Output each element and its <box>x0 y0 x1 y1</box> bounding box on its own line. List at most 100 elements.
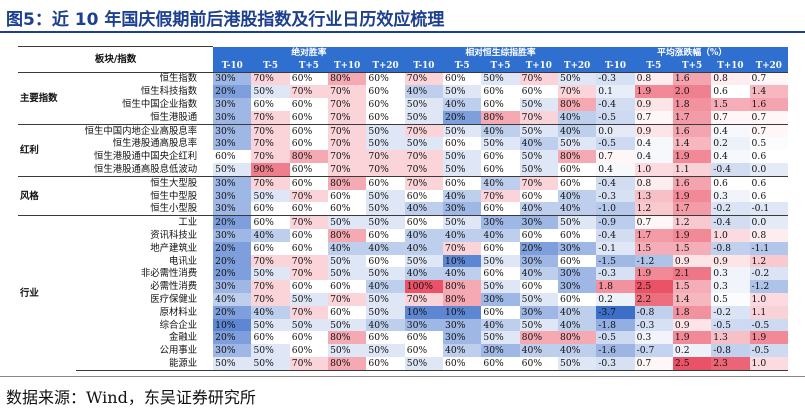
abs-win-rate-cell: 30% <box>213 175 252 190</box>
section-label: 行业 <box>18 215 77 371</box>
avg-change-cell: 0.1 <box>596 85 635 99</box>
avg-change-cell: 0.3 <box>634 331 673 345</box>
rel-win-rate-cell: 60% <box>404 189 444 203</box>
abs-win-rate-cell: 20% <box>213 331 252 345</box>
rel-win-rate-cell: 30% <box>557 267 597 281</box>
avg-change-cell: 1.9 <box>672 150 712 164</box>
index-name: 恒生港股通 <box>150 111 198 123</box>
abs-win-rate-cell: 40% <box>366 318 405 332</box>
abs-win-rate-cell: 80% <box>328 331 367 345</box>
rel-win-rate-cell: 40% <box>557 123 597 138</box>
avg-change-cell: 1.9 <box>672 229 712 242</box>
rel-win-rate-cell: 50% <box>519 98 558 111</box>
rel-win-rate-cell: 50% <box>404 137 444 151</box>
rel-win-rate-cell: 60% <box>519 280 558 294</box>
rel-win-rate-cell: 50% <box>519 293 558 306</box>
avg-change-cell: 0.0 <box>596 123 635 138</box>
abs-win-rate-cell: 70% <box>328 110 367 125</box>
abs-win-rate-cell: 20% <box>213 215 252 230</box>
rel-win-rate-cell: 30% <box>481 215 520 230</box>
table-row: 主要指数 恒生指数 30% 70% 60% 80% 60% 70% 60% 50% 70% 50% -0… <box>18 71 788 125</box>
abs-win-rate-cell: 30% <box>213 137 252 151</box>
avg-change-cell: 0.0 <box>749 215 788 230</box>
header-period: T+5 <box>289 60 329 72</box>
abs-win-rate-cell: 40% <box>251 229 290 242</box>
index-name: 金融业 <box>168 332 198 344</box>
abs-win-rate-cell: 70% <box>366 163 405 177</box>
avg-change-cell: 1.6 <box>672 175 712 190</box>
rel-win-rate-cell: 60% <box>519 85 558 99</box>
rel-win-rate-cell: 30% <box>557 280 597 294</box>
header-period: T-5 <box>634 60 673 72</box>
rel-win-rate-cell: 50% <box>481 137 520 151</box>
avg-change-cell: 1.4 <box>749 85 788 99</box>
avg-change-cell: -0.5 <box>749 344 788 358</box>
rel-win-rate-cell: 50% <box>443 215 482 230</box>
rel-win-rate-cell: 60% <box>519 357 558 371</box>
header-period: T+10 <box>519 60 558 72</box>
abs-win-rate-cell: 70% <box>289 85 329 99</box>
index-name: 恒生小型股 <box>150 203 198 215</box>
avg-change-cell: 0.2 <box>596 293 635 306</box>
avg-change-cell: -0.8 <box>634 305 673 319</box>
rel-win-rate-cell: 40% <box>557 189 597 203</box>
avg-change-cell: 2.3 <box>711 357 750 371</box>
abs-win-rate-cell: 60% <box>366 71 405 86</box>
avg-change-cell: 1.7 <box>672 202 712 216</box>
rel-win-rate-cell: 40% <box>404 241 444 255</box>
avg-change-cell: 0.7 <box>749 71 788 86</box>
abs-win-rate-cell: 30% <box>213 280 252 294</box>
abs-win-rate-cell: 30% <box>213 189 252 203</box>
rel-win-rate-cell: 40% <box>519 137 558 151</box>
rel-win-rate-cell: 80% <box>557 150 597 164</box>
header-period: T-10 <box>596 60 635 72</box>
avg-change-cell: 2.0 <box>672 85 712 99</box>
rel-win-rate-cell: 40% <box>481 123 520 138</box>
section-label: 风格 <box>18 175 77 216</box>
index-name: 恒生科技指数 <box>140 86 198 98</box>
rel-win-rate-cell: 50% <box>443 85 482 99</box>
avg-change-cell: -0.5 <box>596 331 635 345</box>
header-period: T+10 <box>328 60 367 72</box>
abs-win-rate-cell: 30% <box>213 123 252 138</box>
abs-win-rate-cell: 60% <box>328 280 367 294</box>
header-period: T-10 <box>213 60 252 72</box>
avg-change-cell: -0.8 <box>711 241 750 255</box>
abs-win-rate-cell: 70% <box>328 163 367 177</box>
abs-win-rate-cell: 60% <box>251 202 290 216</box>
abs-win-rate-cell: 60% <box>328 189 367 203</box>
avg-change-cell: 1.0 <box>634 163 673 177</box>
rel-win-rate-cell: 80% <box>557 331 597 345</box>
index-name: 恒生中国内地企业高股息率 <box>76 123 214 138</box>
abs-win-rate-cell: 70% <box>366 150 405 164</box>
rel-win-rate-cell: 40% <box>481 318 520 332</box>
table-row: 恒生港股通高股息低波动 50% 90% 60% 70% 70% 70% 50% 60% 50% 60… <box>18 163 788 177</box>
abs-win-rate-cell: 60% <box>366 110 405 125</box>
avg-change-cell: 0.5 <box>749 137 788 151</box>
avg-change-cell: 1.4 <box>672 293 712 306</box>
avg-change-cell: -1.2 <box>749 280 788 294</box>
rel-win-rate-cell: 40% <box>519 202 558 216</box>
table-row: 恒生港股通高股息率 30% 70% 60% 70% 50% 50% 60% 50% 40% 50% -… <box>18 137 788 151</box>
abs-win-rate-cell: 50% <box>366 202 405 216</box>
rel-win-rate-cell: 60% <box>443 357 482 371</box>
rel-win-rate-cell: 30% <box>519 215 558 230</box>
abs-win-rate-cell: 70% <box>251 137 290 151</box>
avg-change-cell: 1.5 <box>672 241 712 255</box>
abs-win-rate-cell: 70% <box>289 254 329 268</box>
abs-win-rate-cell: 60% <box>289 280 329 294</box>
abs-win-rate-cell: 60% <box>366 254 405 268</box>
rel-win-rate-cell: 80% <box>443 280 482 294</box>
rel-win-rate-cell: 10% <box>404 305 444 319</box>
abs-win-rate-cell: 30% <box>213 229 252 242</box>
calendar-effect-table: 板块/指数 绝对胜率 相对恒生综指胜率 平均涨跌幅（%） T-10 T-5 T+5 T… <box>18 46 788 371</box>
avg-change-cell: 1.9 <box>672 331 712 345</box>
rel-win-rate-cell: 40% <box>481 229 520 242</box>
avg-change-cell: 0.4 <box>634 150 673 164</box>
avg-change-cell: 1.7 <box>634 229 673 242</box>
rel-win-rate-cell: 50% <box>519 123 558 138</box>
table-row: 公用事业 30% 50% 60% 50% 50% 60% 40% 30% 40% 40% -1.6 -0… <box>18 344 788 358</box>
table-row: 必需性消费 30% 70% 60% 60% 40% 100% 80% 50% 60% 30% 1.8 2… <box>18 280 788 294</box>
abs-win-rate-cell: 70% <box>289 267 329 281</box>
source-note: 数据来源：Wind，东吴证券研究所 <box>6 388 256 407</box>
